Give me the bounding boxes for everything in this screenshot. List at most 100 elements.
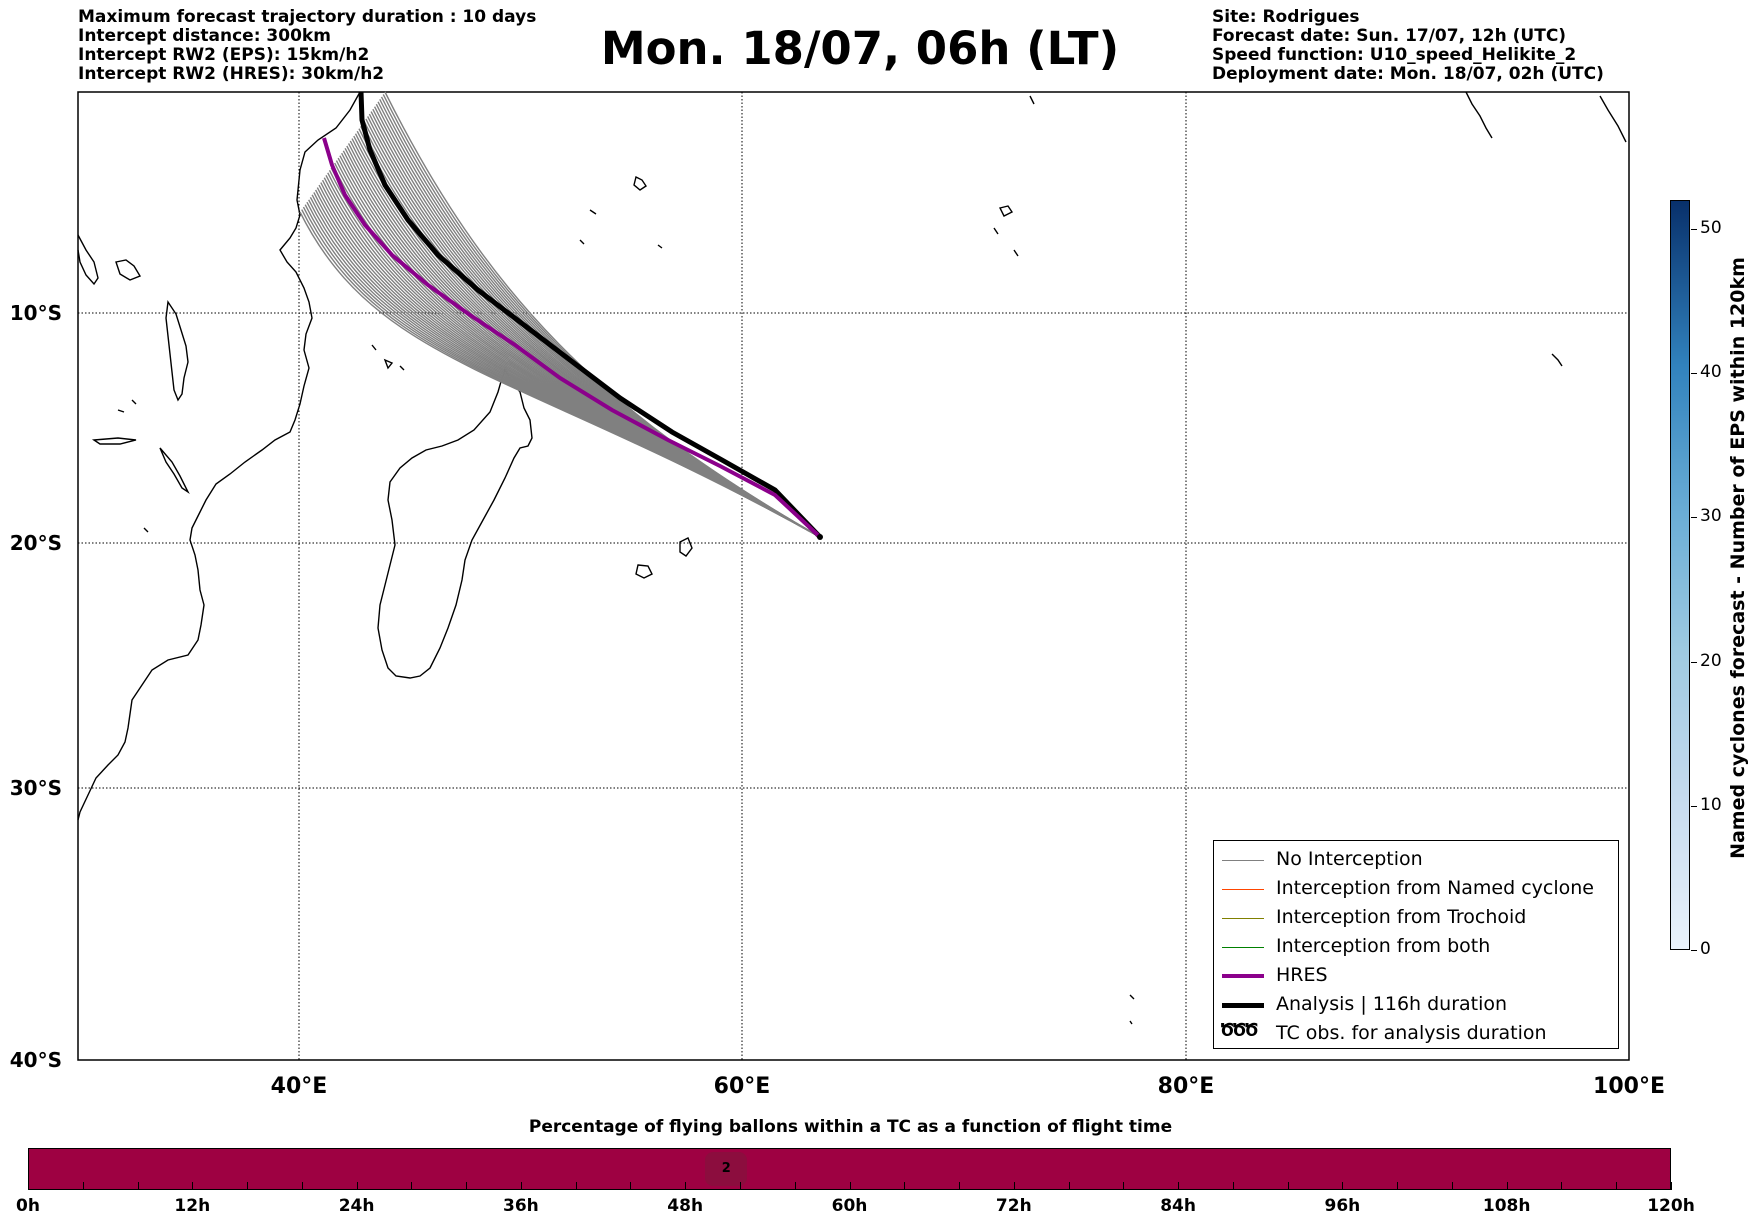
lon-label-100e: 100°E: [1593, 1074, 1665, 1099]
info-right: Site: Rodrigues Forecast date: Sun. 17/0…: [1212, 8, 1604, 84]
hour-tick: [301, 1182, 303, 1190]
mauritius: [679, 537, 693, 557]
chagos: [993, 205, 1019, 257]
lat-label-20s: 20°S: [10, 531, 62, 555]
launch-site-marker: [817, 534, 823, 540]
hour-tick: [466, 1182, 468, 1190]
hour-label: 96h: [1324, 1196, 1361, 1216]
hour-tick: [630, 1182, 632, 1190]
hour-label: 0h: [16, 1196, 40, 1216]
legend-label: No Interception: [1276, 848, 1423, 870]
hour-label: 24h: [338, 1196, 375, 1216]
hour-tick: [1451, 1182, 1453, 1190]
hour-tick: [1616, 1182, 1618, 1190]
eps-trajectory-line: [384, 91, 821, 538]
reunion: [635, 564, 653, 579]
page-title: Mon. 18/07, 06h (LT): [600, 22, 1120, 75]
info-line: Intercept RW2 (EPS): 15km/h2: [78, 45, 370, 65]
colorbar-tick-label: 10: [1700, 794, 1722, 815]
hour-tick: [1123, 1182, 1125, 1190]
hour-tick: [356, 1182, 358, 1190]
colorbar: [1670, 200, 1690, 950]
hour-tick: [1671, 1182, 1672, 1190]
hour-tick: [411, 1182, 413, 1190]
hres-trajectory: [322, 137, 822, 539]
maldives-cluster: [1029, 91, 1627, 143]
colorbar-tick: [1691, 228, 1697, 230]
legend-item-tc-obs: ԾԾԾ TC obs. for analysis duration: [1214, 1020, 1618, 1050]
legend-label: Interception from both: [1276, 935, 1491, 957]
info-line: Intercept distance: 300km: [78, 26, 331, 46]
legend-swatch: [1222, 1003, 1264, 1008]
legend-item-both: Interception from both: [1214, 934, 1618, 963]
legend-swatch: [1222, 974, 1264, 978]
hour-tick: [1287, 1182, 1289, 1190]
hour-tick: [1342, 1182, 1344, 1190]
info-line: Forecast date: Sun. 17/07, 12h (UTC): [1212, 26, 1567, 46]
hour-tick: [1232, 1182, 1234, 1190]
colorbar-tick-label: 40: [1700, 362, 1722, 383]
legend-label: Interception from Named cyclone: [1276, 877, 1594, 899]
hour-label: 48h: [667, 1196, 704, 1216]
lake-mweru: [91, 437, 137, 445]
legend-swatch: [1222, 860, 1264, 861]
lake-kariba: [159, 447, 190, 495]
hour-tick: [1178, 1182, 1180, 1190]
hour-tick: [959, 1182, 961, 1190]
hour-tick: [1506, 1182, 1508, 1190]
zanzibar: [117, 399, 149, 533]
lat-label-30s: 30°S: [10, 776, 62, 800]
tc-symbol-icon: ԾԾԾ: [1220, 1020, 1259, 1041]
colorbar-tick-label: 20: [1700, 650, 1722, 671]
hour-tick: [1068, 1182, 1070, 1190]
hour-label: 108h: [1482, 1196, 1531, 1216]
flight-bar-marker: 2: [705, 1152, 748, 1186]
coastlines: [77, 91, 1627, 1025]
legend: No Interception Interception from Named …: [1213, 840, 1619, 1049]
lon-label-60e: 60°E: [714, 1074, 771, 1099]
madagascar-coast: [377, 368, 533, 679]
hour-tick: [739, 1182, 741, 1190]
colorbar-tick-label: 0: [1700, 939, 1711, 959]
colorbar-tick: [1691, 950, 1697, 951]
hour-tick: [192, 1182, 194, 1190]
eps-trajectories: [299, 91, 821, 538]
comoros: [371, 344, 405, 371]
colorbar-tick-label: 50: [1700, 217, 1722, 238]
hour-tick: [1397, 1182, 1399, 1190]
lake-victoria: [115, 259, 142, 281]
hour-tick: [520, 1182, 522, 1190]
legend-label: Interception from Trochoid: [1276, 906, 1527, 928]
hour-tick: [904, 1182, 906, 1190]
hour-tick: [82, 1182, 84, 1190]
legend-label: TC obs. for analysis duration: [1276, 1022, 1547, 1044]
lat-label-40s: 40°S: [10, 1048, 62, 1072]
lon-label-80e: 80°E: [1158, 1074, 1215, 1099]
legend-item-named-cyclone: Interception from Named cyclone: [1214, 876, 1618, 905]
map-frame: [77, 91, 1630, 1061]
info-line: Deployment date: Mon. 18/07, 02h (UTC): [1212, 64, 1604, 84]
lon-label-40e: 40°E: [271, 1074, 328, 1099]
legend-label: Analysis | 116h duration: [1276, 993, 1508, 1015]
analysis-trajectory: [358, 91, 822, 539]
colorbar-tick: [1691, 517, 1697, 519]
colorbar-tick-label: 30: [1700, 506, 1722, 527]
legend-item-trochoid: Interception from Trochoid: [1214, 905, 1618, 934]
graticule: [78, 92, 1629, 1060]
lake-malawi: [165, 300, 189, 402]
hour-label: 36h: [503, 1196, 539, 1216]
hour-label: 120h: [1647, 1196, 1695, 1216]
hour-tick: [28, 1182, 29, 1190]
africa-coast: [77, 91, 361, 821]
legend-item-analysis: Analysis | 116h duration: [1214, 992, 1618, 1021]
hour-tick: [794, 1182, 796, 1190]
hour-tick: [1013, 1182, 1015, 1190]
hour-label: 60h: [831, 1196, 868, 1216]
legend-swatch: [1222, 889, 1264, 890]
lake-tanganyika: [77, 234, 99, 286]
flight-bar-title: Percentage of flying ballons within a TC…: [528, 1117, 1173, 1137]
colorbar-tick: [1691, 373, 1697, 375]
info-line: Maximum forecast trajectory duration : 1…: [78, 7, 537, 27]
info-left: Maximum forecast trajectory duration : 1…: [78, 8, 536, 84]
